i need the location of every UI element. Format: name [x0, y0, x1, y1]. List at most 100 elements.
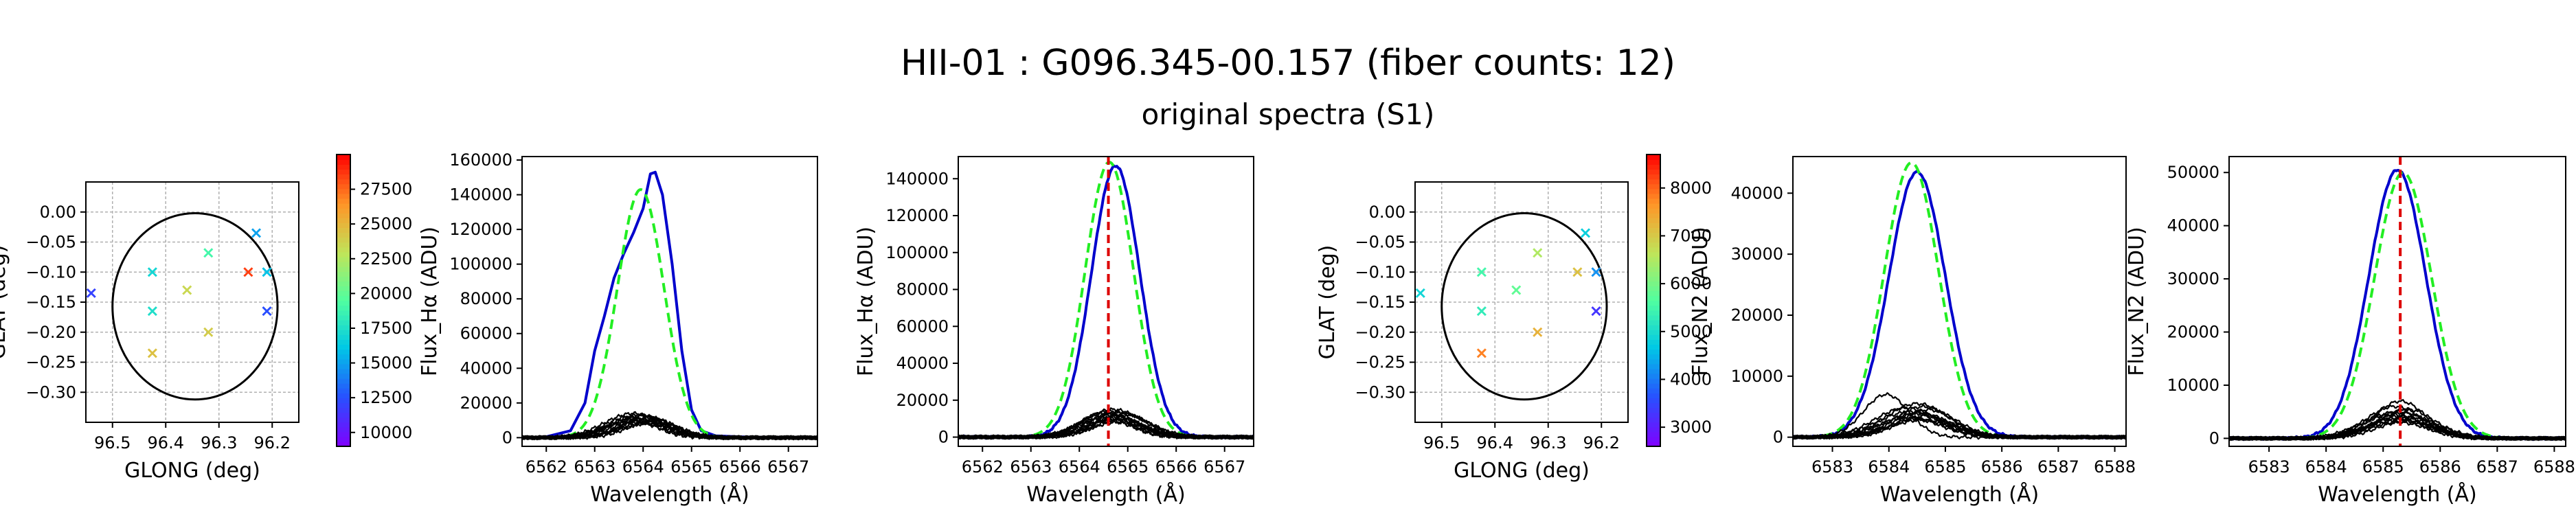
axes-frame — [521, 156, 818, 447]
y-tick-label: −0.30 — [25, 382, 76, 402]
colorbar-segment — [1647, 388, 1660, 393]
colorbar-segment — [337, 188, 350, 194]
colorbar-segment — [1647, 154, 1660, 160]
colorbar-segment — [337, 213, 350, 218]
x-tick-label: 6586 — [1981, 457, 2023, 477]
fiber-point — [147, 267, 157, 277]
colorbar-segment — [337, 281, 350, 287]
y-axis-label: Flux_N2 (ADU) — [2125, 227, 2149, 376]
colorbar-segment — [337, 344, 350, 350]
colorbar-segment — [1647, 441, 1660, 447]
colorbar-segment — [1647, 251, 1660, 258]
y-tick-label: −0.15 — [1355, 293, 1405, 312]
y-tick-label: −0.15 — [25, 293, 76, 312]
x-tick-label: 6587 — [2037, 457, 2079, 477]
x-tick-label: 6583 — [1811, 457, 1853, 477]
colorbar-segment — [337, 247, 350, 253]
x-tick-label: 6563 — [1010, 457, 1052, 477]
colorbar-segment — [1647, 232, 1660, 238]
panel-spec4: 6583 6584 6585 6586 6587 6588 0 10000 20000 30000… — [2125, 156, 2575, 507]
colorbar-tick-label: 17500 — [360, 319, 412, 338]
fiber-point — [262, 306, 272, 317]
colorbar-segment — [337, 271, 350, 277]
y-tick-label: 120000 — [885, 206, 949, 225]
colorbar-segment — [337, 373, 350, 379]
fiber-point — [147, 306, 157, 317]
y-axis-label: GLAT (deg) — [0, 245, 10, 360]
colorbar-segment — [337, 354, 350, 360]
colorbar-segment — [337, 388, 350, 393]
figure-title: HII-01 : G096.345-00.157 (fiber counts: … — [900, 43, 1676, 84]
colorbar: 10000 12500 15000 17500 20000 22500 25000 27500 — [336, 154, 412, 447]
colorbar-segment — [337, 363, 350, 369]
colorbar-segment — [1647, 276, 1660, 282]
summed-spectrum-line — [1793, 169, 2126, 440]
y-tick-label: 60000 — [460, 324, 512, 343]
colorbar-segment — [337, 251, 350, 258]
colorbar-segment — [337, 164, 350, 170]
colorbar-tick-label: 7000 — [1670, 226, 1712, 245]
colorbar-frame — [1646, 154, 1661, 447]
colorbar-segment — [1647, 281, 1660, 287]
fiber-point — [1415, 288, 1425, 298]
x-axis-label: GLONG (deg) — [124, 459, 260, 483]
y-tick-label: 40000 — [896, 354, 949, 373]
y-tick-label: 80000 — [896, 280, 949, 299]
figure-subtitle: original spectra (S1) — [1141, 98, 1435, 131]
colorbar-segment — [337, 402, 350, 409]
y-tick-label: −0.20 — [25, 323, 76, 342]
colorbar-segment — [1647, 426, 1660, 433]
y-tick-label: 140000 — [449, 185, 512, 205]
colorbar-segment — [337, 203, 350, 209]
colorbar-segment — [1647, 271, 1660, 277]
fiber-spectrum-line — [1793, 417, 2126, 440]
fiber-point — [1572, 267, 1583, 277]
gaussian-fit-line — [2229, 171, 2566, 440]
colorbar-segment — [1647, 378, 1660, 384]
colorbar-tick-label: 4000 — [1670, 369, 1712, 389]
y-axis-label: Flux_Hα (ADU) — [418, 227, 442, 376]
colorbar-tick-label: 8000 — [1670, 179, 1712, 198]
fiber-point — [203, 248, 214, 258]
summed-spectrum-line — [958, 163, 1254, 440]
x-tick-label: 6588 — [2094, 457, 2136, 477]
colorbar-segment — [337, 305, 350, 311]
colorbar-tick-label: 20000 — [360, 284, 412, 303]
colorbar-segment — [1647, 407, 1660, 413]
fiber-point — [1533, 248, 1543, 258]
x-axis-label: Wavelength (Å) — [590, 482, 749, 507]
colorbar-segment — [337, 358, 350, 365]
colorbar-segment — [1647, 300, 1660, 306]
x-tick-label: 96.4 — [1477, 433, 1513, 453]
y-axis-label: GLAT (deg) — [1315, 245, 1340, 360]
colorbar-tick-label: 15000 — [360, 354, 412, 373]
colorbar-segment — [337, 393, 350, 398]
colorbar-segment — [337, 417, 350, 423]
colorbar-segment — [1647, 363, 1660, 369]
x-axis-label: Wavelength (Å) — [2318, 482, 2476, 507]
y-tick-label: 0 — [1773, 428, 1783, 447]
x-tick-label: 96.3 — [201, 433, 237, 453]
fiber-point — [147, 348, 157, 358]
colorbar-segment — [1647, 179, 1660, 185]
colorbar-segment — [337, 207, 350, 214]
colorbar-segment — [337, 222, 350, 229]
colorbar-segment — [1647, 169, 1660, 175]
y-tick-label: 100000 — [449, 255, 512, 274]
colorbar-segment — [1647, 382, 1660, 389]
fiber-point — [243, 267, 253, 277]
colorbar-segment — [337, 382, 350, 389]
gaussian-fit-line — [522, 188, 817, 439]
colorbar-segment — [1647, 188, 1660, 194]
axes-frame — [85, 181, 300, 423]
plot-area-map2 — [1415, 212, 1608, 401]
colorbar-segment — [337, 174, 350, 180]
colorbar-segment — [337, 237, 350, 243]
plot-area-spec3 — [1793, 161, 2126, 440]
fiber-point — [86, 288, 96, 298]
y-tick-label: 0 — [938, 428, 949, 447]
y-tick-label: 0.00 — [40, 203, 76, 222]
colorbar-segment — [1647, 334, 1660, 340]
colorbar-segment — [337, 310, 350, 316]
x-tick-label: 6565 — [670, 457, 712, 477]
